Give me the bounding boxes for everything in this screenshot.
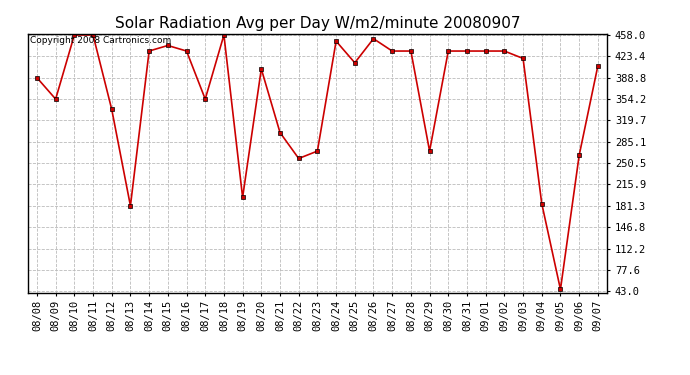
Title: Solar Radiation Avg per Day W/m2/minute 20080907: Solar Radiation Avg per Day W/m2/minute …	[115, 16, 520, 31]
Text: Copyright 2008 Cartronics.com: Copyright 2008 Cartronics.com	[30, 36, 172, 45]
